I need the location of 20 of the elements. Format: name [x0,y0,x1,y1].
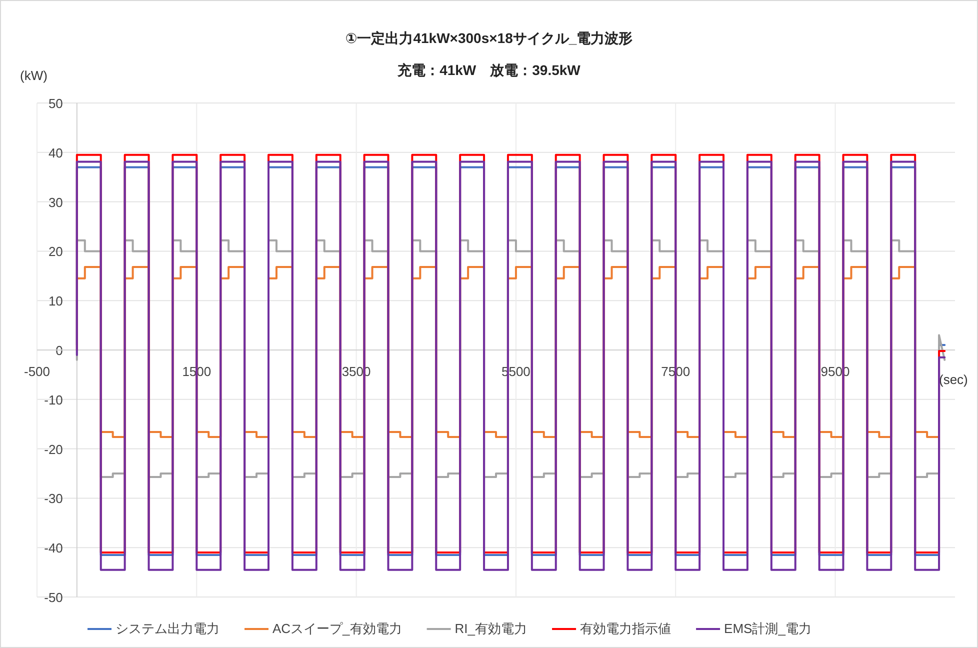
x-axis-title: (sec) [939,372,968,387]
y-tick-label: -20 [44,442,63,457]
chart-title: ①一定出力41kW×300s×18サイクル_電力波形 [345,30,633,46]
legend-label: ACスイープ_有効電力 [272,621,402,636]
y-axis-title: (kW) [20,68,48,83]
legend-label: RI_有効電力 [454,621,528,636]
y-tick-label: -40 [44,540,63,556]
y-tick-label: -50 [44,590,63,605]
legend-label: 有効電力指示値 [580,621,672,636]
y-tick-label: 30 [48,194,63,210]
chart-subtitle: 充電：41kW 放電：39.5kW [396,62,582,78]
y-tick-label: -10 [44,392,63,408]
y-tick-label: 10 [48,294,63,309]
legend-label: EMS計測_電力 [724,621,812,636]
y-tick-label: 50 [48,96,63,111]
y-tick-label: 40 [48,145,63,160]
x-tick-label: -500 [24,364,50,379]
y-tick-label: -30 [44,491,63,506]
y-tick-label: 20 [48,244,63,260]
legend-label: システム出力電力 [116,621,220,636]
